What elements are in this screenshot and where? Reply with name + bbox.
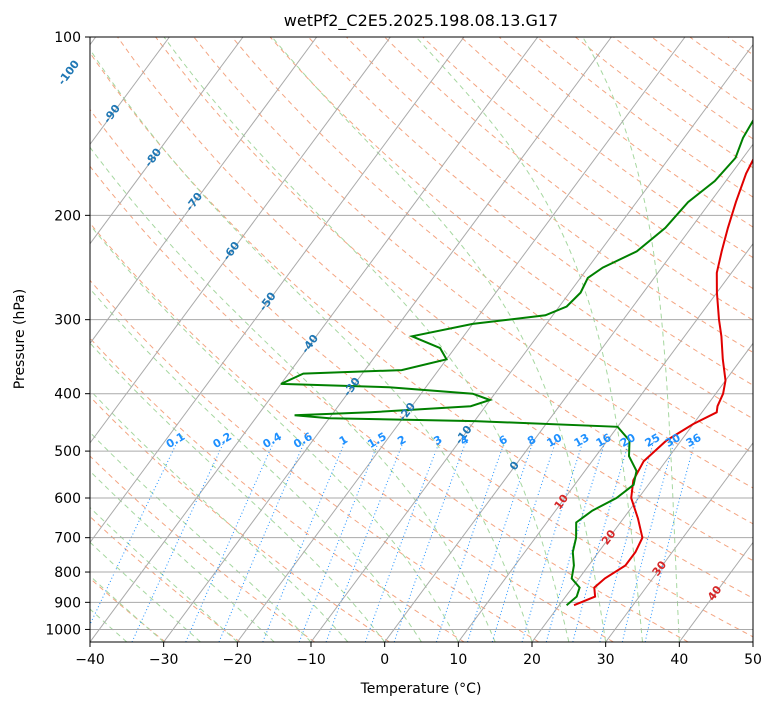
moist-adiabat [90,389,349,642]
x-tick-label: 0 [380,652,389,668]
mixing-ratio-line [545,440,606,642]
isotherm [236,37,686,642]
dry-adiabat [422,37,753,290]
mixing-ratio-line [218,440,306,642]
isotherm [457,242,753,642]
dry-adiabat [90,51,753,599]
isotherm [90,37,318,345]
dry-adiabat [90,337,465,642]
dry-adiabat [90,577,166,642]
moist-adiabat [271,37,607,642]
background-lines [90,37,753,642]
moist-adiabat [90,146,496,642]
moist-adiabat [90,224,459,642]
y-tick-label: 400 [54,387,81,403]
mixing-ratio-line [364,440,441,642]
y-tick-label: 300 [54,313,81,329]
dry-adiabat [384,37,753,321]
x-tick-label: 20 [523,652,541,668]
isotherm [90,37,170,146]
y-tick-label: 1000 [45,622,81,638]
moist-adiabat [90,431,312,642]
mixing-ratio-line [90,440,179,626]
y-tick-label: 900 [54,595,81,611]
y-tick-label: 700 [54,531,81,547]
x-tick-label: −20 [223,652,253,668]
isotherm [384,143,753,642]
dry-adiabat [90,222,614,642]
x-tick-label: 40 [670,652,688,668]
isotherm [90,37,465,544]
dry-adiabat [90,279,540,642]
isotherm [531,342,753,642]
moist-adiabat [415,37,643,642]
dry-adiabat [155,37,753,525]
y-tick-label: 600 [54,491,81,507]
moist-adiabat [90,506,238,642]
profile-lines [280,118,753,607]
moist-adiabat [90,342,386,642]
isotherm [90,37,244,245]
isotherm [163,37,612,642]
dry-adiabat [90,165,689,642]
moist-adiabat [582,37,680,642]
x-tick-label: 30 [597,652,615,668]
y-tick-label: 800 [54,565,81,581]
moist-adiabat [90,541,201,642]
mixing-ratio-line [621,440,675,642]
y-tick-label: 100 [54,30,81,46]
y-tick-label: 200 [54,208,81,224]
dry-adiabat [231,37,753,454]
moist-adiabat [90,575,165,642]
mixing-ratio-line [644,440,696,642]
mixing-ratio-line [262,440,346,642]
dry-adiabat [90,395,390,642]
isotherm [90,37,391,444]
plot-frame [89,36,754,643]
chart-title: wetPf2_C2E5.2025.198.08.13.G17 [284,11,558,31]
x-tick-label: 10 [449,652,467,668]
profile-line [280,118,753,606]
x-tick-label: −40 [75,652,105,668]
dry-adiabat [90,455,315,642]
profile-line [573,157,753,607]
y-tick-label: 500 [54,444,81,460]
dry-adiabat [307,37,753,386]
y-axis-label: Pressure (hPa) [12,289,28,389]
isotherm [310,43,753,642]
x-axis-label: Temperature (°C) [360,681,482,697]
x-tick-label: 50 [744,652,762,668]
mixing-ratio-line [572,440,630,642]
x-tick-label: −30 [149,652,179,668]
isotherm [605,442,753,642]
moist-adiabat [90,48,533,642]
axis-ticks: −40 −30 −20 −10 0 10 20 30 40 50 100 200 300 400 500 60… [45,30,762,668]
isotherm [90,37,539,642]
mixing-ratio-line [599,440,655,642]
x-tick-label: −10 [296,652,326,668]
mixing-ratio-line [521,440,584,642]
